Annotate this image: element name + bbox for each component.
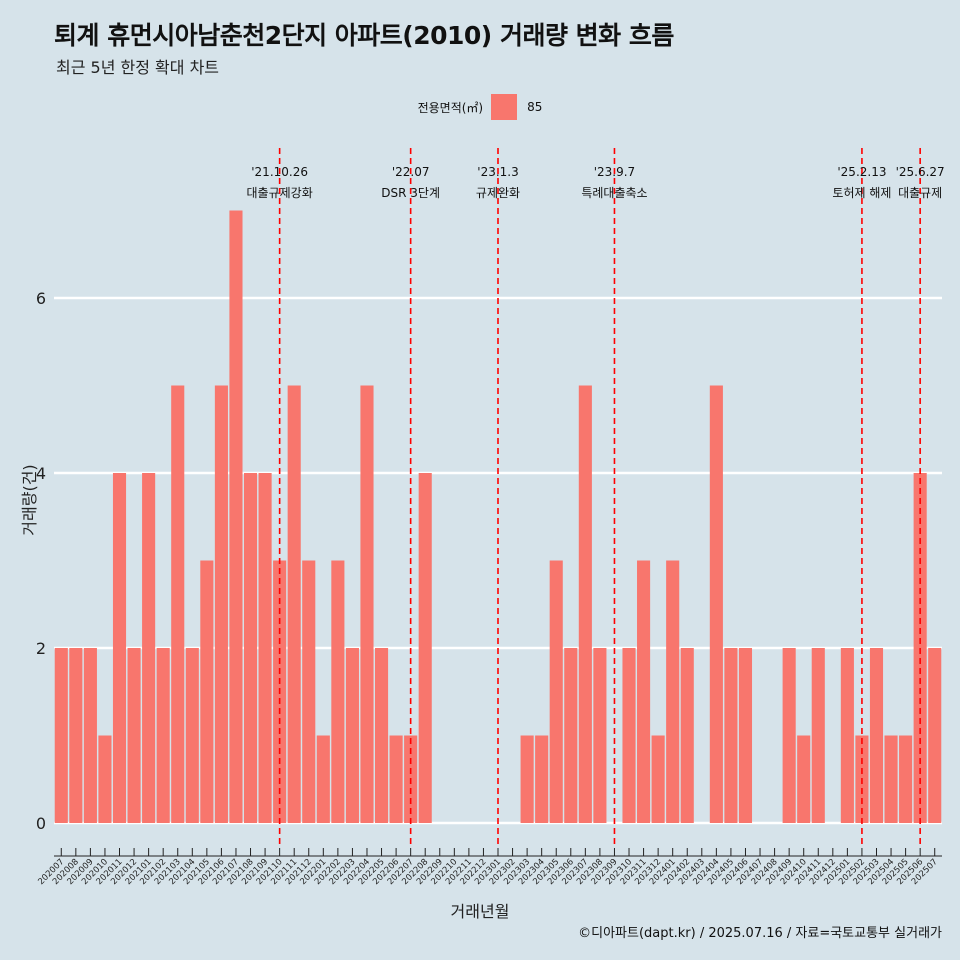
bar: [374, 648, 389, 823]
legend-label: 85: [527, 100, 543, 114]
bar: [549, 560, 563, 823]
bar: [709, 385, 723, 823]
annotation-text: 대출규제강화: [247, 186, 313, 200]
bar: [302, 560, 316, 823]
bar: [680, 648, 694, 823]
bar: [171, 385, 185, 823]
bar: [243, 473, 258, 823]
y-tick-label: 0: [36, 814, 46, 833]
source-caption: ©디아파트(dapt.kr) / 2025.07.16 / 자료=국토교통부 실…: [578, 926, 942, 941]
bar: [578, 385, 592, 823]
bar: [214, 385, 228, 823]
bar: [869, 648, 884, 823]
annotation-text: 토허제 해제: [832, 186, 891, 200]
annotation-text: 규제완화: [476, 186, 520, 200]
bar: [98, 735, 112, 823]
bar: [884, 735, 898, 823]
bar: [811, 648, 825, 823]
bar: [520, 735, 534, 823]
y-tick-label: 4: [36, 464, 46, 483]
bar: [666, 560, 680, 823]
bar: [200, 560, 214, 823]
annotation-date: '23.9.7: [594, 165, 635, 179]
bar: [651, 735, 665, 823]
bar: [142, 473, 156, 823]
bar: [83, 648, 97, 823]
bar: [564, 648, 578, 823]
bar: [840, 648, 854, 823]
x-axis-label: 거래년월: [450, 902, 510, 921]
y-tick-label: 6: [36, 289, 46, 308]
bar: [389, 735, 403, 823]
bar: [622, 648, 636, 823]
bar: [156, 648, 170, 823]
annotation-date: '21.10.26: [251, 165, 308, 179]
bar: [69, 648, 83, 823]
bar: [593, 648, 607, 823]
bar: [724, 648, 738, 823]
bar: [782, 648, 796, 823]
bar: [928, 648, 942, 823]
annotation-date: '22.07: [392, 165, 430, 179]
y-tick-label: 2: [36, 639, 46, 658]
annotation-text: 특례대출축소: [581, 186, 647, 200]
chart-subtitle: 최근 5년 한정 확대 차트: [56, 58, 220, 77]
annotation-date: '25.2.13: [837, 165, 886, 179]
annotation-date: '25.6.27: [896, 165, 945, 179]
legend-title: 전용면적(㎡): [417, 100, 484, 115]
bar: [331, 560, 345, 823]
bar: [287, 385, 301, 823]
legend: 전용면적(㎡) 85: [0, 92, 960, 122]
annotation-text: 대출규제: [898, 186, 942, 200]
bar: [360, 385, 374, 823]
legend-swatch: [491, 94, 518, 120]
bar: [229, 210, 243, 823]
annotation-text: DSR 3단계: [381, 186, 440, 200]
bar: [899, 735, 913, 823]
bar: [535, 735, 549, 823]
bar: [738, 648, 753, 823]
bar: [54, 648, 68, 823]
bar: [797, 735, 811, 823]
bar: [418, 473, 432, 823]
bar: [316, 735, 330, 823]
bar: [112, 473, 127, 823]
bar: [127, 648, 141, 823]
bar: [185, 648, 199, 823]
bar: [637, 560, 651, 823]
bar: [345, 648, 359, 823]
chart-title: 퇴계 휴먼시아남춘천2단지 아파트(2010) 거래량 변화 흐름: [54, 21, 674, 50]
bar: [258, 473, 272, 823]
annotation-date: '23.1.3: [477, 165, 518, 179]
y-axis-label: 거래량(건): [20, 464, 39, 536]
